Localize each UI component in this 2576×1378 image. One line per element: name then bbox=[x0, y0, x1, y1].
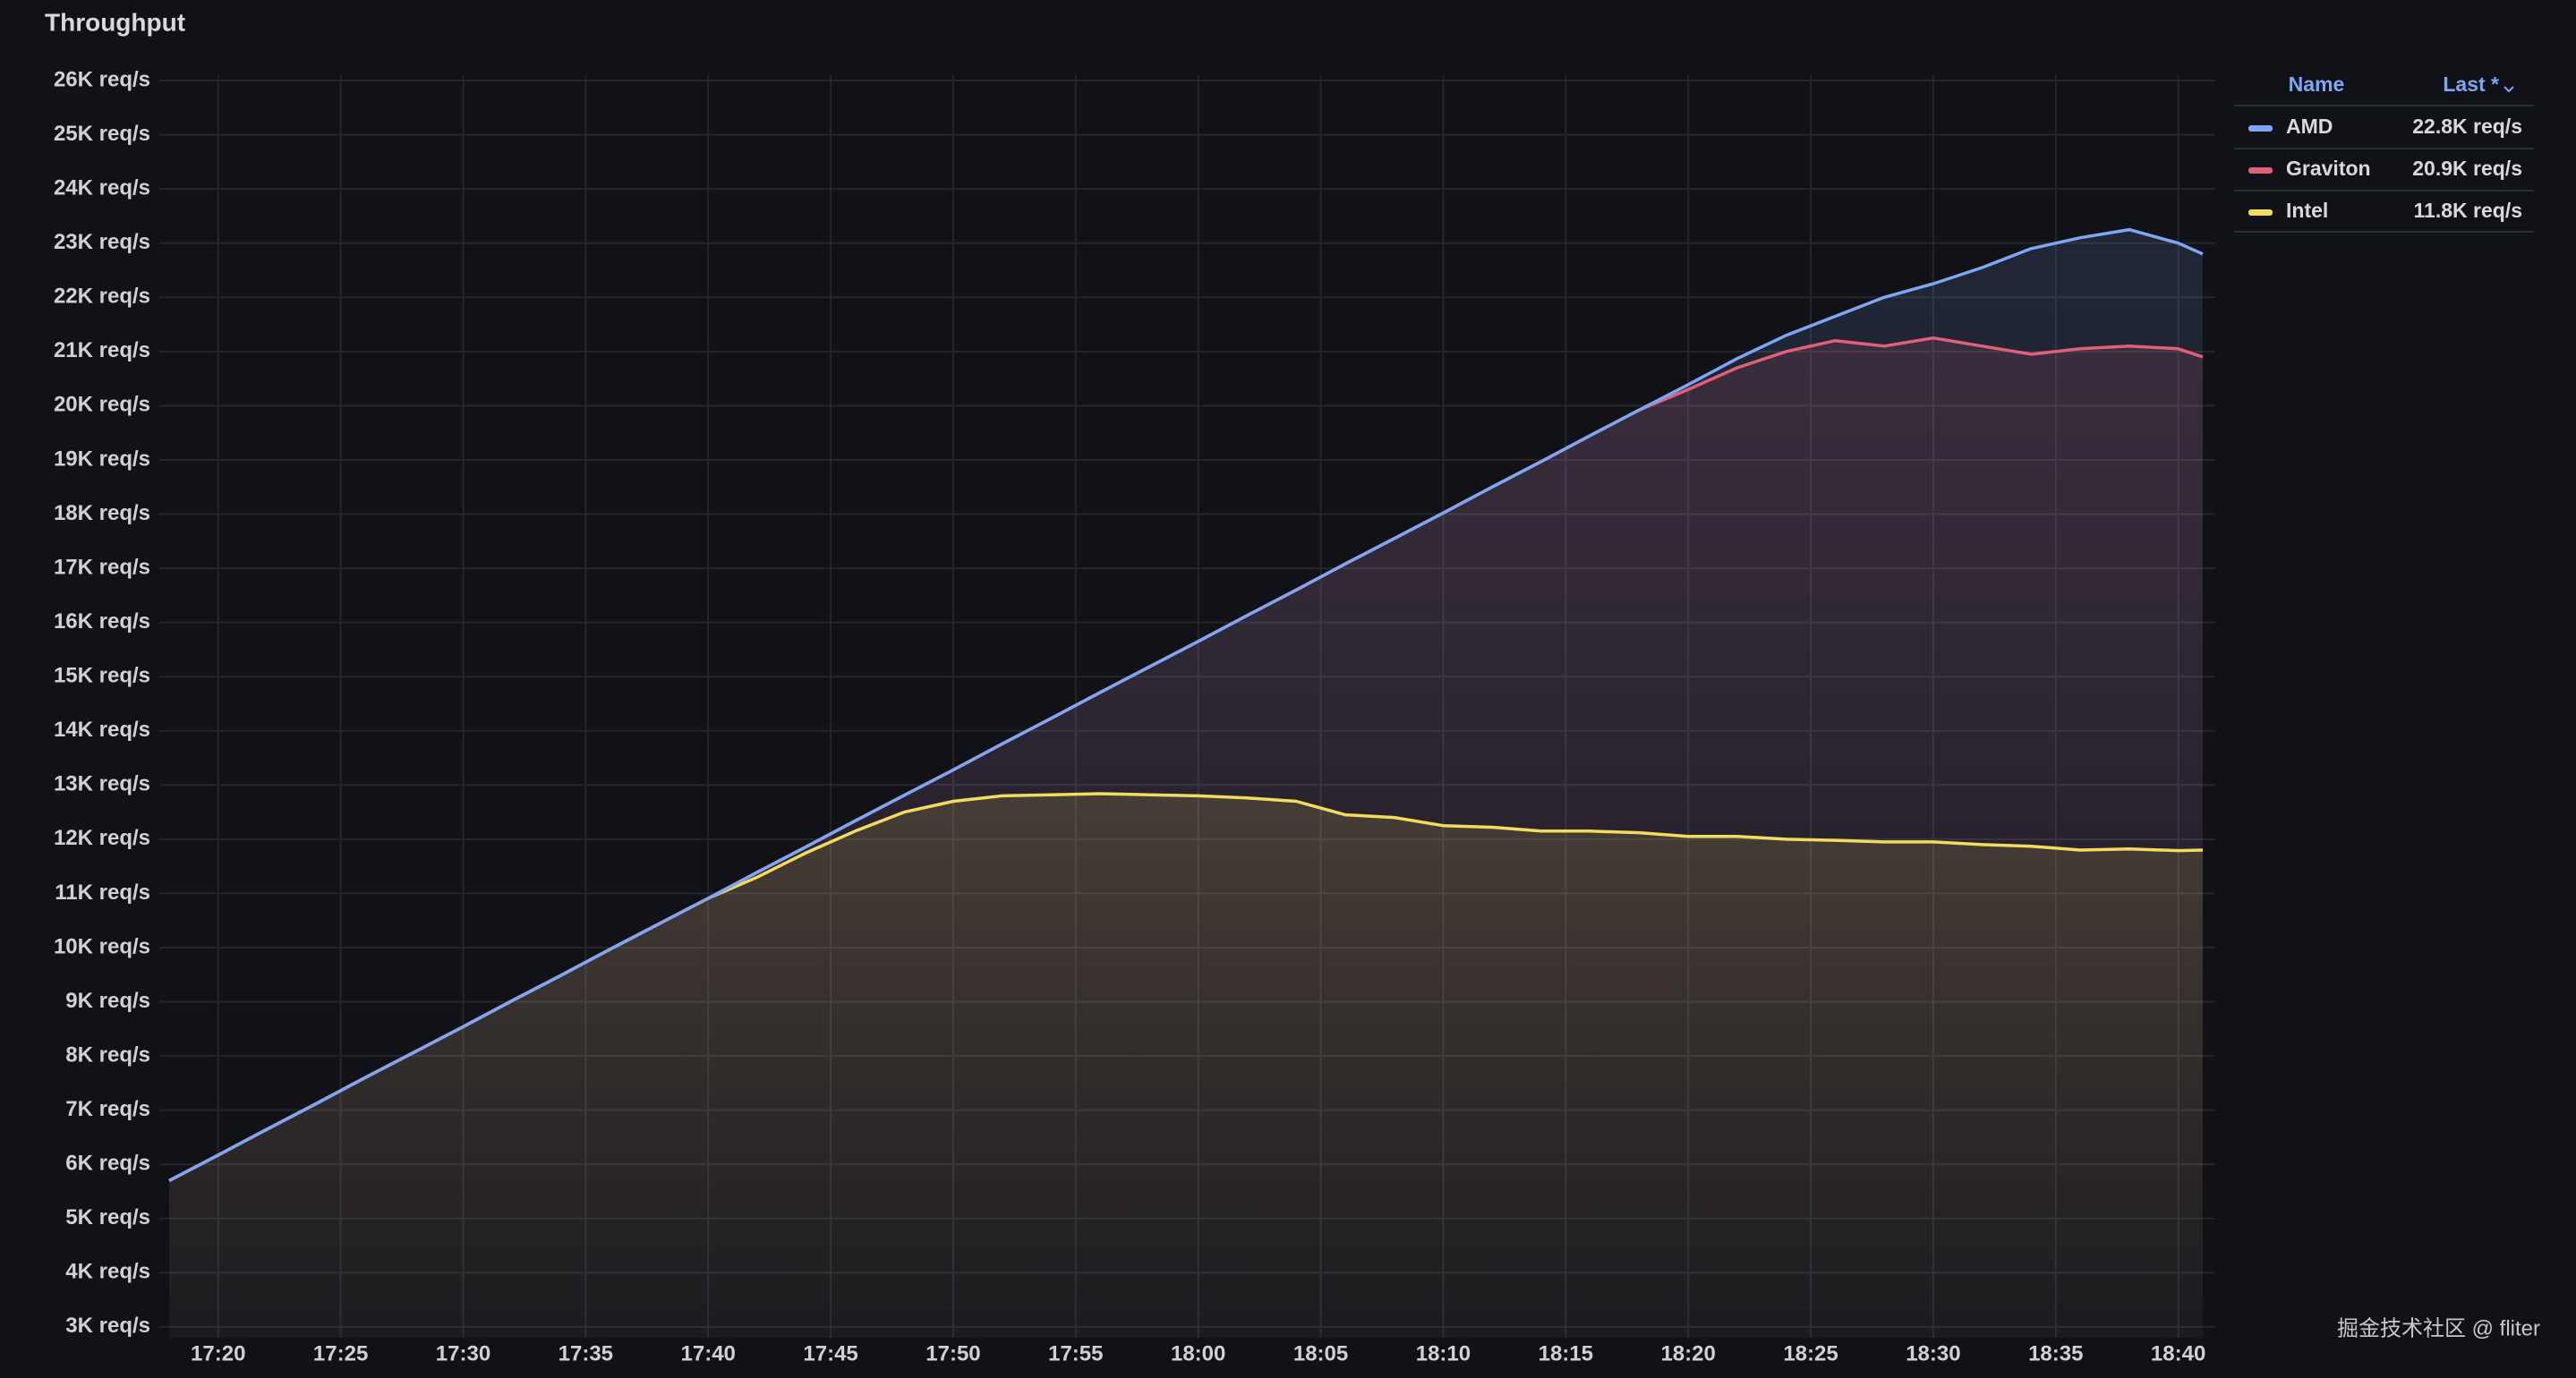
legend-header[interactable]: Last * bbox=[2443, 72, 2499, 96]
legend-last: 20.9K req/s bbox=[2412, 157, 2522, 180]
legend-name[interactable]: Graviton bbox=[2286, 157, 2371, 180]
x-tick-label: 18:00 bbox=[1171, 1341, 1225, 1365]
y-tick-label: 12K req/s bbox=[54, 826, 150, 850]
y-tick-label: 24K req/s bbox=[54, 176, 150, 200]
x-tick-label: 17:25 bbox=[313, 1341, 368, 1365]
y-tick-label: 5K req/s bbox=[65, 1205, 150, 1229]
x-tick-label: 17:55 bbox=[1048, 1341, 1103, 1365]
legend-swatch bbox=[2248, 209, 2273, 216]
legend-last: 22.8K req/s bbox=[2412, 115, 2522, 138]
watermark: 掘金技术社区 @ fliter bbox=[2337, 1316, 2540, 1340]
legend-name[interactable]: AMD bbox=[2286, 115, 2333, 138]
legend-swatch bbox=[2248, 125, 2273, 132]
y-tick-label: 8K req/s bbox=[65, 1042, 150, 1067]
y-tick-label: 23K req/s bbox=[54, 230, 150, 254]
x-tick-label: 18:40 bbox=[2151, 1341, 2205, 1365]
y-tick-label: 16K req/s bbox=[54, 609, 150, 634]
legend-name[interactable]: Intel bbox=[2286, 199, 2328, 222]
y-tick-label: 17K req/s bbox=[54, 555, 150, 579]
x-tick-label: 17:30 bbox=[436, 1341, 490, 1365]
legend-swatch bbox=[2248, 167, 2273, 174]
x-tick-label: 17:45 bbox=[803, 1341, 857, 1365]
y-tick-label: 6K req/s bbox=[65, 1152, 150, 1176]
x-tick-label: 17:20 bbox=[191, 1341, 245, 1365]
series-area bbox=[169, 794, 2203, 1338]
y-tick-label: 9K req/s bbox=[65, 989, 150, 1013]
x-tick-label: 17:35 bbox=[559, 1341, 613, 1365]
y-tick-label: 25K req/s bbox=[54, 122, 150, 146]
y-tick-label: 4K req/s bbox=[65, 1260, 150, 1284]
x-tick-label: 18:30 bbox=[1906, 1341, 1960, 1365]
x-tick-label: 18:05 bbox=[1293, 1341, 1348, 1365]
y-tick-label: 10K req/s bbox=[54, 934, 150, 958]
y-tick-label: 21K req/s bbox=[54, 338, 150, 362]
y-tick-label: 22K req/s bbox=[54, 285, 150, 309]
x-tick-label: 18:25 bbox=[1783, 1341, 1838, 1365]
legend-header[interactable]: Name bbox=[2289, 72, 2345, 96]
y-tick-label: 3K req/s bbox=[65, 1314, 150, 1338]
x-tick-label: 17:40 bbox=[681, 1341, 736, 1365]
y-tick-label: 11K req/s bbox=[55, 880, 150, 905]
y-tick-label: 20K req/s bbox=[54, 393, 150, 417]
sort-caret[interactable] bbox=[2503, 86, 2514, 93]
y-tick-label: 7K req/s bbox=[65, 1097, 150, 1121]
x-tick-label: 18:35 bbox=[2028, 1341, 2083, 1365]
x-tick-label: 18:15 bbox=[1539, 1341, 1593, 1365]
y-tick-label: 15K req/s bbox=[54, 664, 150, 688]
x-tick-label: 18:10 bbox=[1416, 1341, 1471, 1365]
x-tick-label: 18:20 bbox=[1660, 1341, 1715, 1365]
y-tick-label: 14K req/s bbox=[54, 718, 150, 742]
y-tick-label: 26K req/s bbox=[54, 67, 150, 91]
y-tick-label: 13K req/s bbox=[54, 772, 150, 796]
y-tick-label: 19K req/s bbox=[54, 447, 150, 471]
legend-last: 11.8K req/s bbox=[2414, 199, 2522, 222]
series-line bbox=[168, 227, 2204, 1182]
x-tick-label: 17:50 bbox=[925, 1341, 980, 1365]
y-tick-label: 18K req/s bbox=[54, 501, 150, 525]
chart-title: Throughput bbox=[45, 8, 185, 36]
